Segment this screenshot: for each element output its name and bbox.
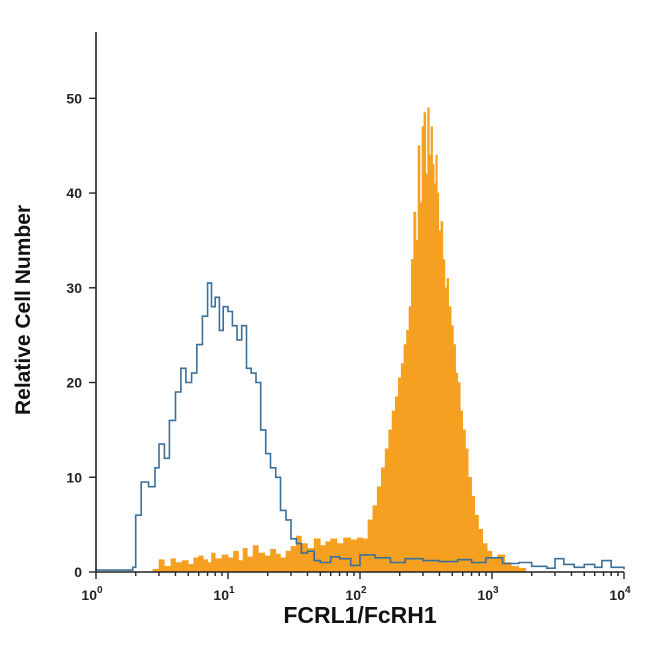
y-tick-label: 30: [66, 280, 82, 296]
y-axis-ticks: 0 10 20 30 40 50: [66, 90, 96, 580]
y-tick-label: 10: [66, 469, 82, 485]
x-tick-label: 104: [609, 585, 631, 603]
plot-series: [96, 107, 625, 573]
x-axis-ticks: 100 101 102 103 104: [81, 572, 631, 603]
filled-histogram-series: [152, 107, 526, 573]
y-tick-label: 0: [74, 564, 82, 580]
y-tick-label: 20: [66, 375, 82, 391]
x-tick-label: 102: [345, 585, 367, 603]
x-tick-label: 100: [81, 585, 103, 603]
x-tick-label: 101: [213, 585, 235, 603]
y-axis-title: Relative Cell Number: [12, 205, 35, 415]
outline-histogram-series: [96, 282, 625, 571]
y-tick-label: 50: [66, 90, 82, 106]
x-tick-label: 103: [477, 585, 499, 603]
y-tick-label: 40: [66, 185, 82, 201]
x-axis-title: FCRL1/FcRH1: [283, 602, 437, 628]
